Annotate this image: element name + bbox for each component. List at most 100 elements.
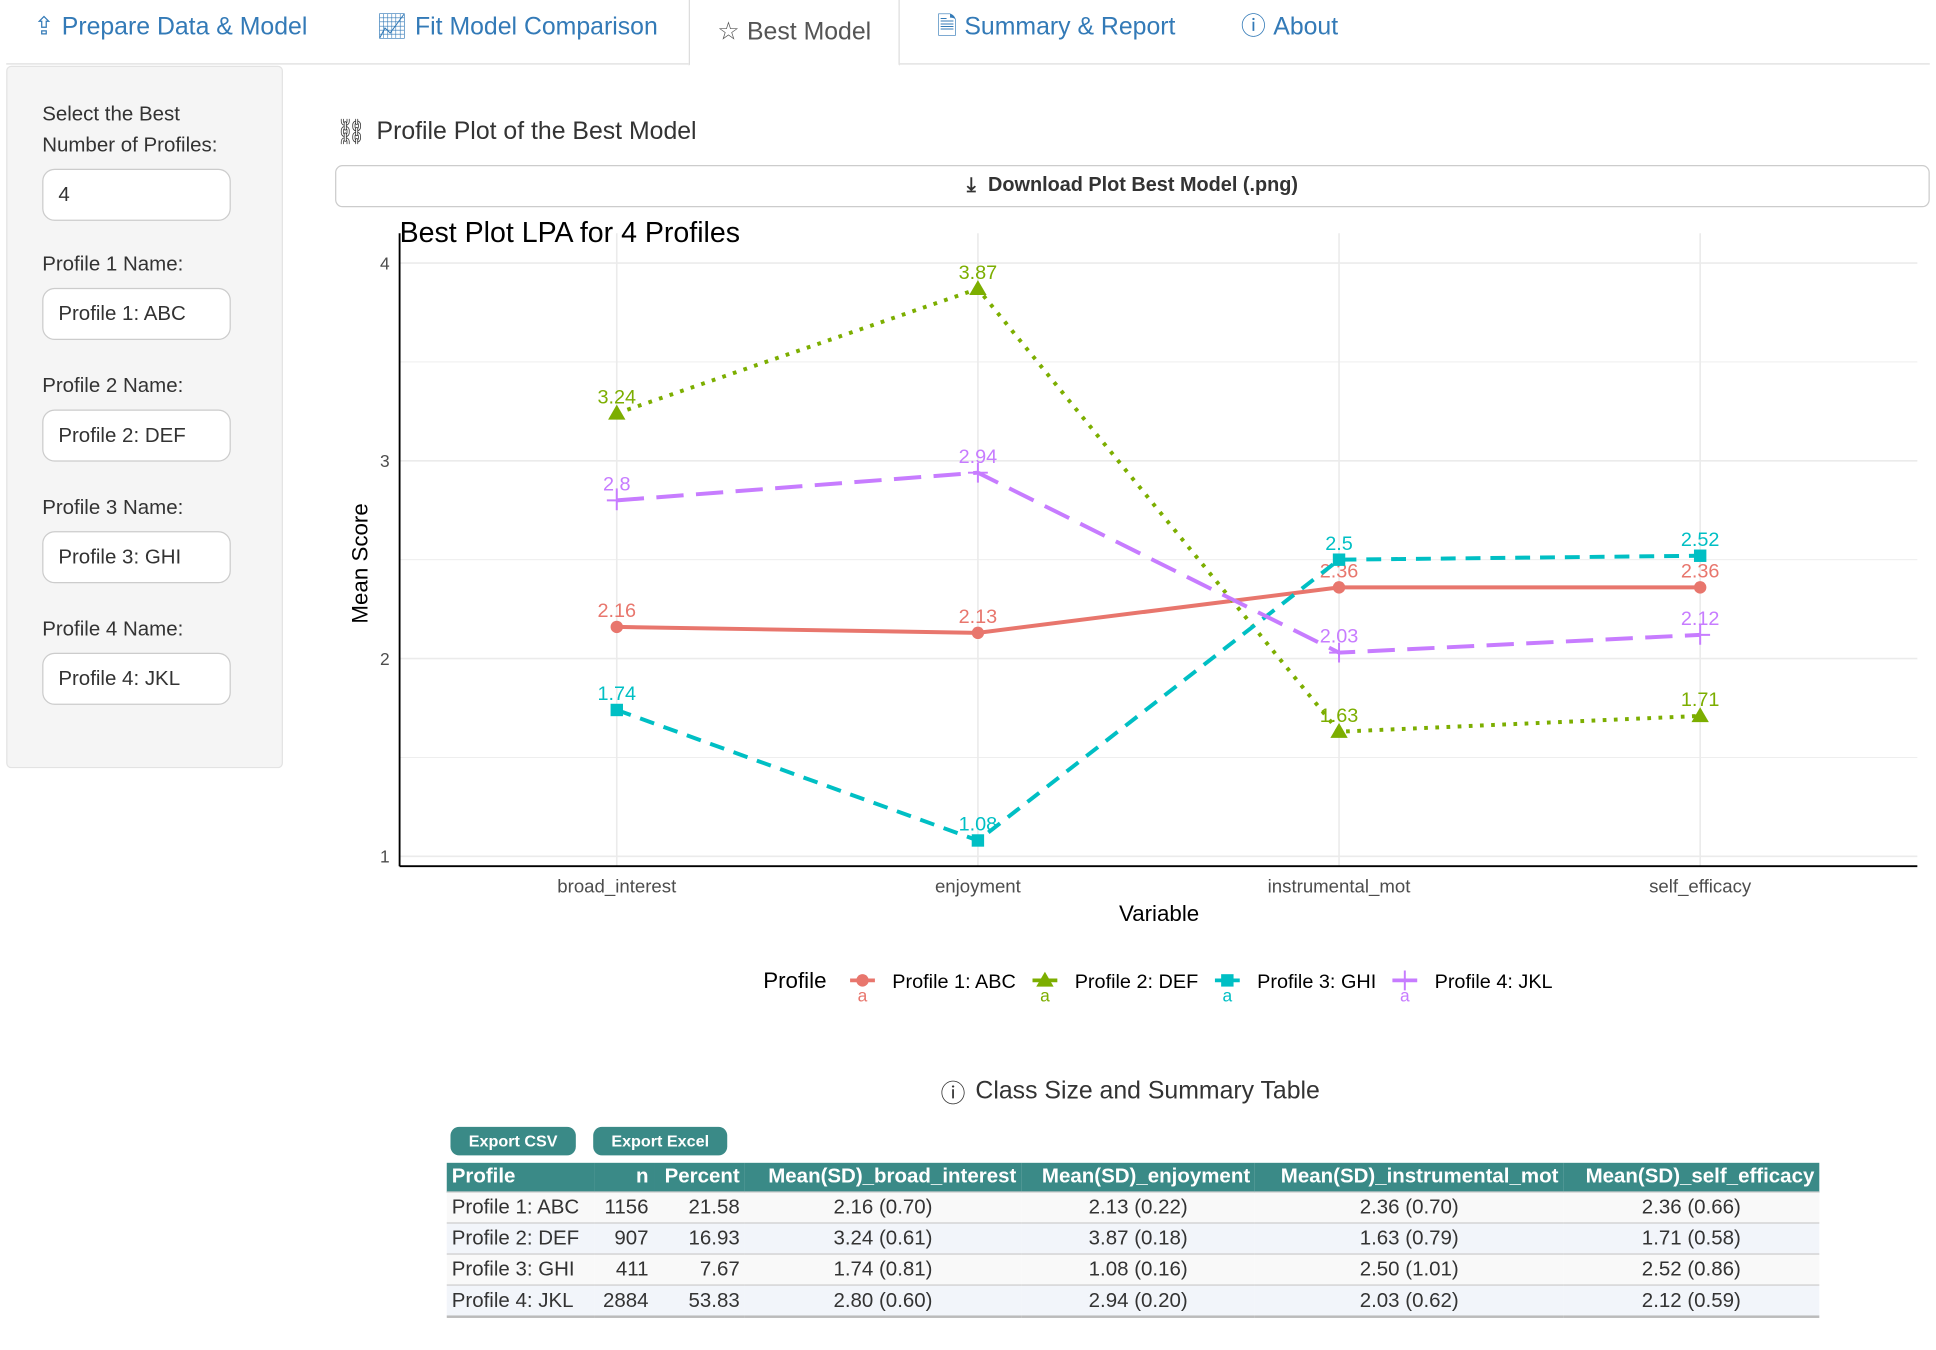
table-cell: Profile 4: JKL [446, 1284, 595, 1318]
data-point [1693, 549, 1707, 562]
column-header[interactable]: n [594, 1162, 654, 1192]
data-point [606, 490, 627, 511]
export-csv-button[interactable]: Export CSV [450, 1126, 576, 1156]
column-header[interactable]: Mean(SD)_self_efficacy [1563, 1162, 1820, 1192]
table-cell: 2.80 (0.60) [744, 1284, 1022, 1318]
table-cell: 3.24 (0.61) [744, 1222, 1022, 1255]
data-point [1691, 707, 1709, 723]
data-point [608, 404, 626, 420]
legend-label: Profile 1: ABC [892, 971, 1016, 993]
profile-1-input[interactable]: Profile 1: ABC [42, 287, 231, 341]
tab-fit-model-comparison[interactable]: 📈︎ Fit Model Comparison [376, 0, 658, 55]
legend-item: a Profile 2: DEF [1032, 971, 1199, 1005]
download-plot-button[interactable]: ⤓ Download Plot Best Model (.png) [335, 165, 1930, 208]
series-line [616, 553, 1701, 843]
summary-table: Profile n Percent Mean(SD)_broad_interest Me… [446, 1162, 1820, 1318]
legend-label: Profile 3: GHI [1257, 971, 1376, 993]
tab-best-model[interactable]: ☆ Best Model [688, 0, 900, 66]
table-cell: 1.74 (0.81) [744, 1253, 1022, 1286]
column-header[interactable]: Percent [653, 1162, 745, 1192]
table-cell: 2884 [594, 1284, 654, 1318]
x-tick-label: enjoyment [935, 875, 1022, 896]
data-label: 3.24 [597, 386, 636, 408]
data-label: 3.87 [959, 262, 998, 284]
legend-item: a Profile 3: GHI [1214, 971, 1376, 1005]
table-row: Profile 1: ABC 1156 21.58 2.16 (0.70) 2.13 (… [446, 1191, 1820, 1224]
series-line [616, 470, 1701, 655]
data-point [971, 626, 985, 640]
series-4: 2.8 2.94 2.03 2.12 [603, 446, 1719, 663]
legend-label: Profile 2: DEF [1075, 971, 1199, 993]
data-label: 1.63 [1320, 705, 1359, 727]
profile-3-input[interactable]: Profile 3: GHI [42, 531, 231, 584]
profile-1-label: Profile 1 Name: [42, 253, 184, 276]
table-cell: 7.67 [653, 1253, 745, 1286]
table-cell: 2.13 (0.22) [1021, 1191, 1256, 1224]
x-tick-label: broad_interest [557, 875, 677, 897]
data-label: 1.71 [1681, 689, 1720, 711]
tab-prepare-data[interactable]: ⇪ Prepare Data & Model [34, 0, 308, 55]
tab-summary-report[interactable]: 🗎 Summary & Report [937, 0, 1175, 55]
table-cell: Profile 3: GHI [446, 1253, 595, 1286]
data-point [1036, 971, 1054, 987]
export-excel-button[interactable]: Export Excel [593, 1126, 728, 1156]
data-point [1332, 581, 1346, 594]
table-cell: 2.03 (0.62) [1255, 1284, 1564, 1318]
series-line [616, 585, 1701, 635]
info-icon: ⓘ [940, 1080, 966, 1109]
data-point [971, 834, 985, 847]
table-row: Profile 3: GHI 411 7.67 1.74 (0.81) 1.08 (0.… [446, 1253, 1820, 1286]
column-header[interactable]: Profile [446, 1162, 595, 1192]
data-point [1332, 553, 1346, 566]
y-tick-label: 4 [380, 253, 390, 273]
data-point [1690, 624, 1711, 645]
legend-key-text: a [1040, 985, 1050, 1005]
info-icon: ⓘ [1241, 13, 1266, 41]
chart-title: Best Plot LPA for 4 Profiles [400, 217, 740, 249]
line-chart-icon: 📈︎ [376, 13, 408, 41]
tab-about[interactable]: ⓘ About [1241, 0, 1338, 55]
data-point [969, 280, 987, 296]
table-cell: 411 [594, 1253, 654, 1286]
legend-item: a Profile 1: ABC [850, 971, 1016, 1005]
table-cell: 1.63 (0.79) [1255, 1222, 1564, 1255]
upload-icon: ⇪ [33, 13, 55, 41]
data-label: 2.16 [597, 600, 636, 622]
table-cell: 1156 [594, 1191, 654, 1224]
y-tick-label: 1 [380, 846, 390, 866]
data-label: 2.5 [1325, 533, 1353, 555]
table-row: Profile 2: DEF 907 16.93 3.24 (0.61) 3.87 (0… [446, 1222, 1820, 1255]
diagram-icon: ⛓ [335, 119, 367, 147]
table-cell: 53.83 [653, 1284, 745, 1318]
legend-key-text: a [1400, 985, 1410, 1005]
num-profiles-label: Select the Best Number of Profiles: [42, 103, 218, 157]
table-cell: 1.71 (0.58) [1563, 1222, 1820, 1255]
table-row: Profile 4: JKL 2884 53.83 2.80 (0.60) 2.94 (… [446, 1284, 1820, 1318]
num-profiles-input[interactable]: 4 [42, 168, 231, 221]
table-cell: 16.93 [653, 1222, 745, 1255]
profile-2-label: Profile 2 Name: [42, 374, 184, 398]
column-header[interactable]: Mean(SD)_enjoyment [1021, 1162, 1256, 1192]
file-icon: 🗎 [936, 13, 957, 41]
data-point [1221, 974, 1234, 987]
data-point [1693, 581, 1707, 594]
data-label: 2.94 [959, 446, 998, 468]
table-cell: Profile 1: ABC [446, 1191, 595, 1224]
data-point [610, 620, 623, 634]
table-cell: 2.36 (0.66) [1563, 1191, 1820, 1224]
table-heading: ⓘ Class Size and Summary Table [941, 1073, 1320, 1109]
table-cell: 2.36 (0.70) [1255, 1191, 1564, 1224]
profile-2-input[interactable]: Profile 2: DEF [42, 409, 231, 462]
data-point [610, 703, 623, 717]
column-header[interactable]: Mean(SD)_broad_interest [744, 1162, 1022, 1192]
data-label: 2.8 [603, 473, 631, 495]
download-icon: ⤓ [966, 174, 976, 197]
profile-4-label: Profile 4 Name: [42, 618, 184, 641]
data-label: 2.36 [1681, 560, 1720, 582]
plot-panel [399, 233, 1918, 867]
data-label: 1.74 [597, 683, 636, 705]
column-header[interactable]: Mean(SD)_instrumental_mot [1255, 1162, 1564, 1192]
data-point [967, 462, 988, 483]
profile-4-input[interactable]: Profile 4: JKL [42, 652, 231, 705]
legend-label: Profile 4: JKL [1435, 971, 1553, 993]
